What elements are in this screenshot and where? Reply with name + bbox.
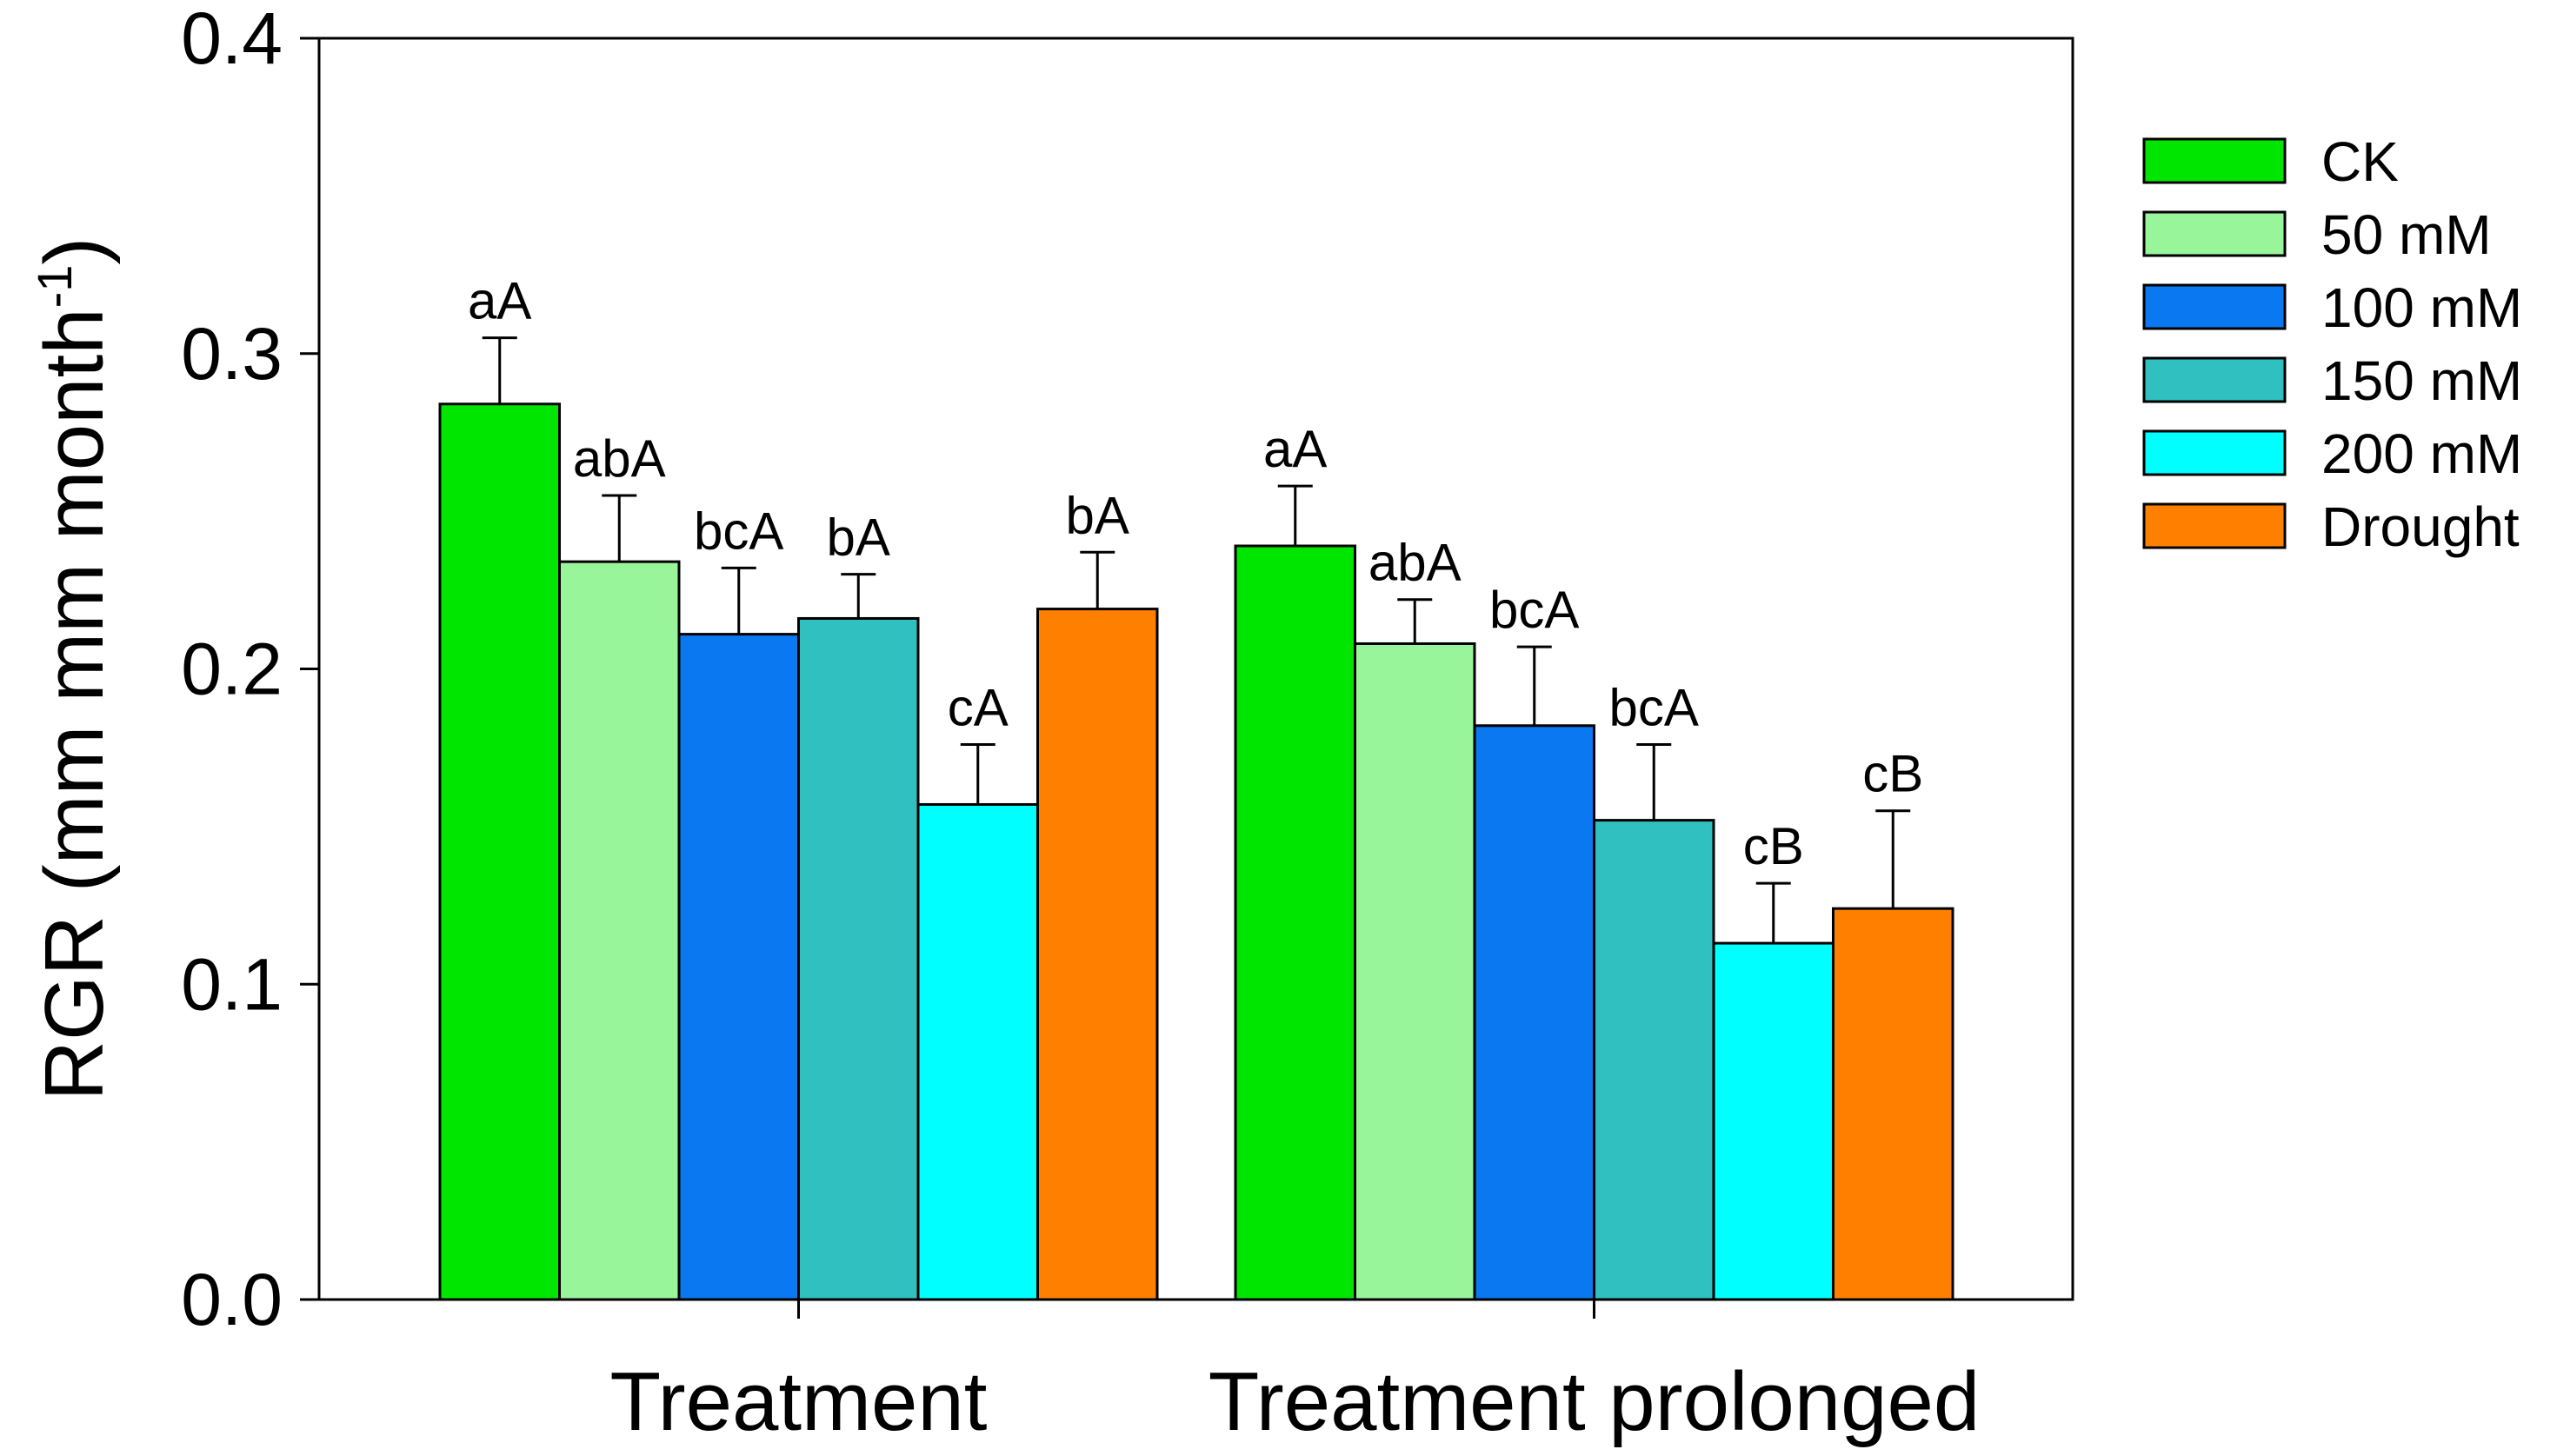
significance-labels-group: aA aA abA abA bcA bcA bA bcA cA cB bA cB <box>468 272 1923 876</box>
significance-label: bcA <box>694 502 783 560</box>
x-category-label: Treatment prolonged <box>1209 1355 1981 1448</box>
bar <box>1593 819 1715 1301</box>
significance-label: aA <box>1263 420 1327 478</box>
significance-label: bcA <box>1609 679 1699 737</box>
bar <box>1832 907 1954 1301</box>
y-tick-label: 0.2 <box>181 628 283 710</box>
bar-series-group <box>438 402 1954 1301</box>
legend-swatch <box>2142 137 2287 184</box>
legend-label: CK <box>2321 130 2399 193</box>
bar <box>1712 941 1835 1301</box>
significance-label: bcA <box>1489 581 1579 639</box>
y-axis-label-superscript: -1 <box>27 265 82 309</box>
bar <box>438 402 561 1301</box>
significance-label: abA <box>573 429 666 488</box>
legend-swatch <box>2142 429 2287 476</box>
bar <box>916 802 1039 1301</box>
legend-label: Drought <box>2321 495 2520 558</box>
legend-swatch <box>2142 356 2287 403</box>
significance-label: cB <box>1743 817 1804 875</box>
y-axis: 0.0 0.1 0.2 0.3 0.4 <box>181 0 319 1340</box>
error-bars-group <box>482 336 1911 944</box>
y-tick-label: 0.0 <box>181 1259 283 1340</box>
bar <box>677 633 800 1301</box>
significance-label: abA <box>1368 534 1462 592</box>
bar <box>797 616 920 1301</box>
significance-label: bA <box>827 509 890 567</box>
bar <box>1354 642 1476 1301</box>
x-category-label: Treatment <box>610 1355 988 1448</box>
legend: CK 50 mM 100 mM 150 mM 200 mM Drought <box>2142 130 2522 558</box>
x-axis: Treatment Treatment prolonged <box>610 1300 1981 1448</box>
y-tick-label: 0.1 <box>181 943 283 1025</box>
legend-label: 200 mM <box>2321 422 2522 485</box>
significance-label: cB <box>1862 745 1923 803</box>
y-tick-label: 0.4 <box>181 0 283 79</box>
legend-label: 150 mM <box>2321 349 2522 412</box>
legend-swatch <box>2142 210 2287 257</box>
legend-label: 100 mM <box>2321 276 2522 339</box>
bar <box>1234 544 1356 1301</box>
legend-swatch <box>2142 283 2287 330</box>
legend-swatch <box>2142 502 2287 549</box>
y-axis-label: RGR (mm mm month-1) <box>27 237 121 1101</box>
significance-label: bA <box>1066 486 1129 544</box>
y-tick-label: 0.3 <box>181 313 283 395</box>
legend-label: 50 mM <box>2321 203 2492 266</box>
y-axis-label-main: RGR (mm mm month <box>28 308 121 1100</box>
plot-frame <box>317 37 2074 1301</box>
significance-label: cA <box>948 679 1009 737</box>
significance-label: aA <box>468 272 531 330</box>
bar <box>558 560 681 1301</box>
bar <box>1036 608 1159 1301</box>
y-axis-label-suffix: ) <box>28 237 121 265</box>
bar <box>1473 724 1595 1301</box>
